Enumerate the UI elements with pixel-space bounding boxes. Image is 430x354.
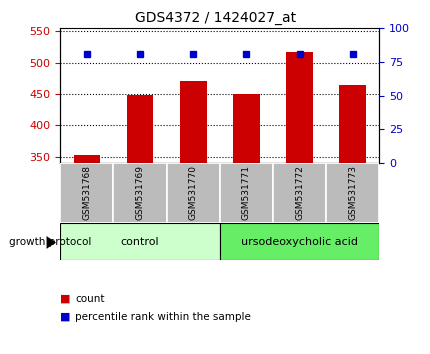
Bar [74, 155, 100, 163]
Text: ■: ■ [60, 312, 71, 322]
Bar [113, 163, 166, 223]
Text: control: control [120, 236, 159, 247]
Text: GSM531772: GSM531772 [295, 165, 303, 221]
Text: GSM531771: GSM531771 [241, 165, 250, 221]
Bar [60, 223, 219, 260]
Bar [219, 223, 378, 260]
Text: GSM531769: GSM531769 [135, 165, 144, 221]
Bar [286, 52, 312, 163]
Bar [166, 163, 219, 223]
Text: percentile rank within the sample: percentile rank within the sample [75, 312, 251, 322]
Text: count: count [75, 294, 104, 304]
Bar [60, 163, 113, 223]
Bar [126, 95, 153, 163]
Text: ursodeoxycholic acid: ursodeoxycholic acid [240, 236, 357, 247]
Text: GSM531773: GSM531773 [347, 165, 356, 221]
Bar [326, 163, 378, 223]
Text: ■: ■ [60, 294, 71, 304]
Text: GDS4372 / 1424027_at: GDS4372 / 1424027_at [135, 11, 295, 25]
Bar [219, 163, 272, 223]
Text: GSM531770: GSM531770 [188, 165, 197, 221]
Bar [272, 163, 326, 223]
Bar [180, 81, 206, 163]
Bar [339, 85, 365, 163]
Bar [233, 94, 259, 163]
Text: GSM531768: GSM531768 [82, 165, 91, 221]
Text: growth protocol: growth protocol [9, 238, 91, 247]
